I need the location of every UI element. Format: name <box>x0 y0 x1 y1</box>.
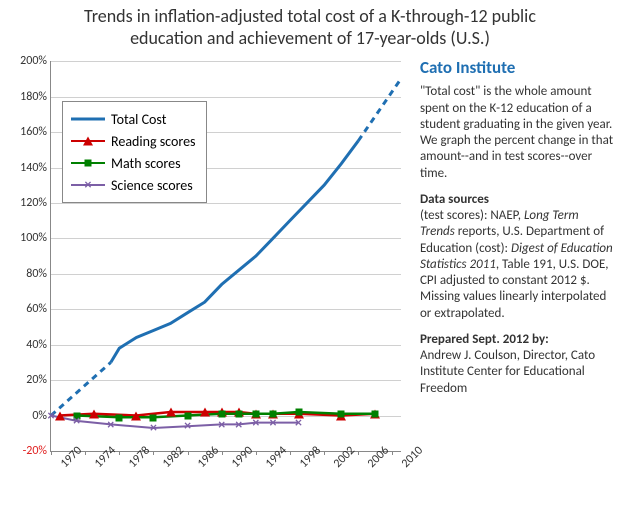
data-sources-label: Data sources <box>420 192 489 207</box>
legend-label: Total Cost <box>111 111 166 128</box>
data-marker <box>200 408 210 417</box>
y-axis-label: 60% <box>26 302 51 316</box>
legend-label: Math scores <box>111 155 181 172</box>
sidebar-data-sources: Data sources (test scores): NAEP, Long T… <box>420 192 614 322</box>
legend-swatch-total-cost <box>71 111 105 127</box>
sidebar-prepared-by: Prepared Sept. 2012 by: Andrew J. Coulso… <box>420 332 614 397</box>
y-axis-label: 160% <box>20 125 51 139</box>
legend-swatch-math <box>71 155 105 171</box>
data-marker <box>338 410 345 417</box>
main-area: -20%0%20%40%60%80%100%120%140%160%180%20… <box>0 51 620 504</box>
data-marker <box>89 409 99 418</box>
data-marker <box>55 411 65 420</box>
title-line-2: education and achievement of 17-year-old… <box>130 27 490 49</box>
legend-box: Total Cost Reading scores Math scores <box>62 101 207 203</box>
y-axis-label: -20% <box>23 444 51 458</box>
data-marker <box>166 408 176 417</box>
data-marker <box>372 410 379 417</box>
legend-item-reading: Reading scores <box>71 130 196 152</box>
title-line-1: Trends in inflation-adjusted total cost … <box>84 5 536 27</box>
y-axis-label: 140% <box>20 161 51 175</box>
sidebar: Cato Institute "Total cost" is the whole… <box>416 51 620 504</box>
y-axis-label: 120% <box>20 196 51 210</box>
legend-item-total-cost: Total Cost <box>71 108 196 130</box>
chart-container: Trends in inflation-adjusted total cost … <box>0 0 620 513</box>
legend-swatch-reading <box>71 133 105 149</box>
legend-swatch-science: × <box>71 177 105 193</box>
y-axis-label: 80% <box>26 267 51 281</box>
chart-title: Trends in inflation-adjusted total cost … <box>0 0 620 51</box>
data-marker <box>131 411 141 420</box>
prepared-label: Prepared Sept. 2012 by: <box>420 332 549 347</box>
y-axis-label: 40% <box>26 338 51 352</box>
chart-area: -20%0%20%40%60%80%100%120%140%160%180%20… <box>0 51 416 501</box>
y-axis-label: 200% <box>20 54 51 68</box>
y-axis-label: 20% <box>26 373 51 387</box>
legend-item-science: × Science scores <box>71 174 196 196</box>
y-axis-label: 180% <box>20 90 51 104</box>
legend-item-math: Math scores <box>71 152 196 174</box>
data-marker <box>116 414 123 421</box>
legend-label: Science scores <box>111 177 193 194</box>
sidebar-description: "Total cost" is the whole amount spent o… <box>420 84 614 182</box>
prepared-text: Andrew J. Coulson, Director, Cato Instit… <box>420 348 595 396</box>
legend-label: Reading scores <box>111 133 196 150</box>
y-axis-label: 100% <box>20 231 51 245</box>
sidebar-heading: Cato Institute <box>420 57 614 78</box>
